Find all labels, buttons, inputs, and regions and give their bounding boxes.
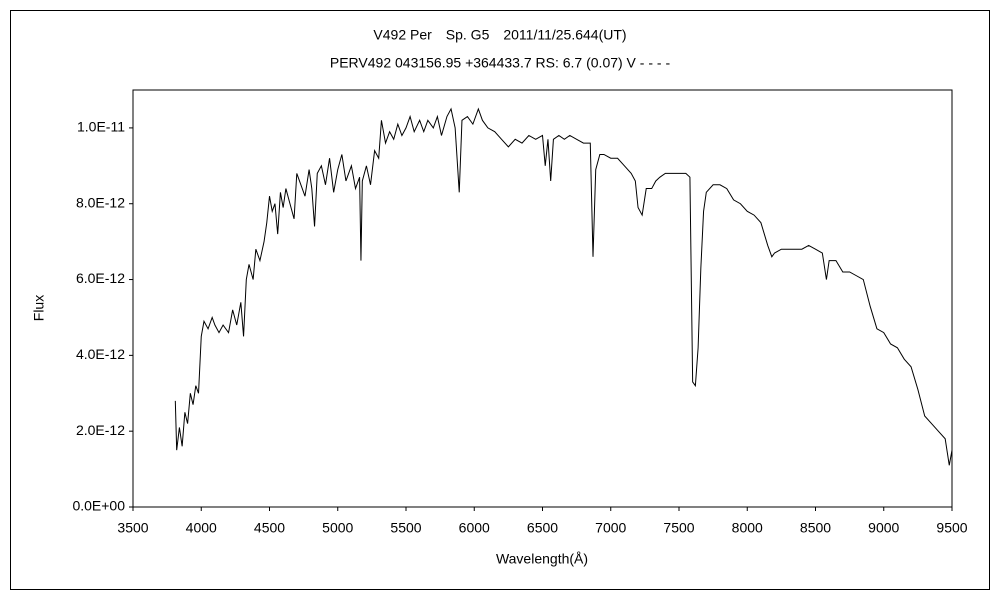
y-axis-label: Flux <box>31 295 47 321</box>
y-tick-label: 4.0E-12 <box>76 346 125 362</box>
x-tick-label: 5500 <box>390 520 421 536</box>
x-tick-label: 6000 <box>459 520 490 536</box>
x-tick-label: 8000 <box>732 520 763 536</box>
y-tick-label: 2.0E-12 <box>76 422 125 438</box>
y-tick-label: 0.0E+00 <box>72 498 125 514</box>
plot-area <box>132 89 953 508</box>
x-tick-label: 3500 <box>117 520 148 536</box>
x-tick-label: 9000 <box>868 520 899 536</box>
x-tick-label: 4500 <box>254 520 285 536</box>
chart-subtitle: PERV492 043156.95 +364433.7 RS: 6.7 (0.0… <box>330 55 671 71</box>
y-tick-label: 1.0E-11 <box>77 119 125 135</box>
y-tick-label: 8.0E-12 <box>76 194 125 210</box>
frame <box>10 10 990 590</box>
x-tick-label: 7500 <box>663 520 694 536</box>
chart-title: V492 Per Sp. G5 2011/11/25.644(UT) <box>373 27 626 43</box>
x-tick-label: 5000 <box>322 520 353 536</box>
x-tick-label: 4000 <box>186 520 217 536</box>
x-tick-label: 6500 <box>527 520 558 536</box>
y-tick-label: 6.0E-12 <box>76 270 125 286</box>
x-tick-label: 7000 <box>595 520 626 536</box>
x-axis-label: Wavelength(Å) <box>496 551 588 567</box>
x-tick-label: 8500 <box>800 520 831 536</box>
x-tick-label: 9500 <box>936 520 967 536</box>
spectrum-line <box>174 107 953 466</box>
